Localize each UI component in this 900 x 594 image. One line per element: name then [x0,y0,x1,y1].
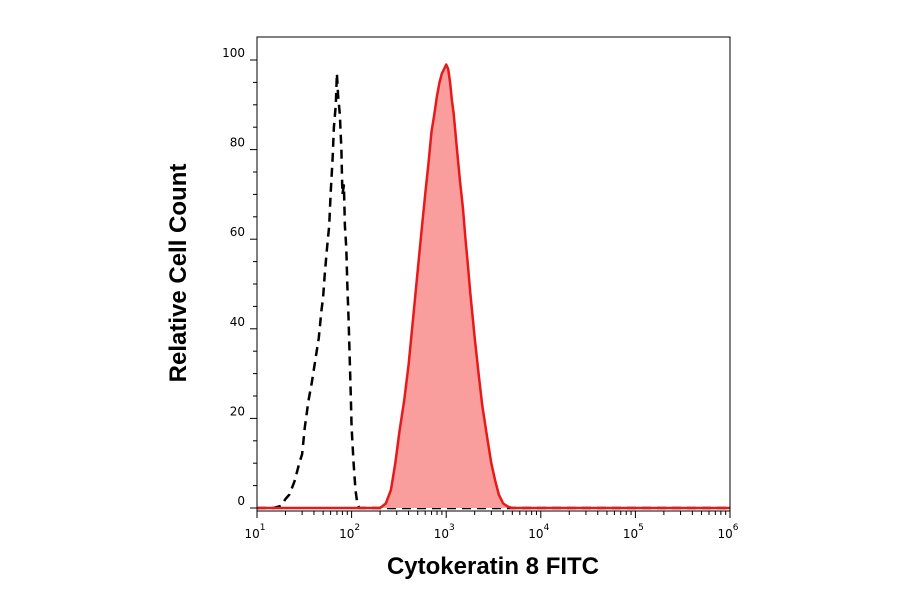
y-tick-label-0: 0 [237,494,245,508]
x-tick-label-1: 102 [339,523,360,541]
series-1-line [257,63,730,510]
axis-layer: 0 20 40 60 80 100 101 102 103 104 105 106 [222,46,739,541]
x-tick-label-3: 104 [528,523,549,541]
series-1-fill [257,64,730,508]
series-0-line [257,72,730,510]
x-tick-exponent-2: 3 [449,523,455,533]
y-tick-label-4: 80 [230,136,245,150]
y-tick-label-3: 60 [230,225,245,239]
x-tick-exponent-5: 6 [733,523,739,533]
x-tick-exponent-0: 1 [260,523,266,533]
x-tick-label-5: 106 [717,523,738,541]
y-tick-label-2: 40 [230,315,245,329]
series-layer [257,63,730,510]
x-tick-label-4: 105 [623,523,644,541]
y-axis-title: Relative Cell Count [165,164,192,383]
x-tick-exponent-4: 5 [638,523,644,533]
x-tick-label-2: 103 [434,523,455,541]
x-axis-title: Cytokeratin 8 FITC [387,553,599,580]
x-tick-exponent-1: 2 [354,523,360,533]
plot-frame [256,36,731,512]
x-tick-label-0: 101 [244,523,265,541]
y-tick-label-5: 100 [222,46,245,60]
y-tick-label-1: 20 [230,404,245,418]
x-tick-exponent-3: 4 [544,523,550,533]
